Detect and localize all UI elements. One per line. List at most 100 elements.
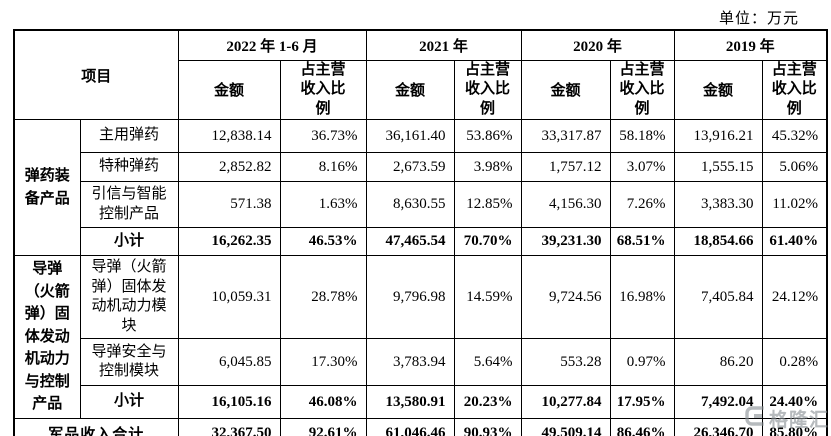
ratio-cell: 17.30% — [279, 338, 367, 386]
amount-cell: 2,852.82 — [177, 152, 281, 182]
amount-cell: 1,555.15 — [673, 152, 763, 182]
amount-cell: 9,724.56 — [520, 255, 611, 339]
amount-cell: 47,465.54 — [365, 227, 455, 256]
amount-cell: 26,346.70 — [673, 418, 763, 436]
amount-cell: 18,854.66 — [673, 227, 763, 256]
ratio-cell: 46.08% — [279, 385, 367, 419]
amount-cell: 6,045.85 — [177, 338, 281, 386]
ratio-cell: 90.93% — [453, 418, 522, 436]
table-row: 导弹安全与控制模块 6,045.85 17.30% 3,783.94 5.64%… — [14, 338, 828, 386]
ratio-cell: 86.46% — [609, 418, 675, 436]
amount-cell: 61,046.46 — [365, 418, 455, 436]
ratio-cell: 68.51% — [609, 227, 675, 256]
ratio-cell: 8.16% — [279, 152, 367, 182]
amount-cell: 3,783.94 — [365, 338, 455, 386]
amount-cell: 1,757.12 — [520, 152, 611, 182]
amount-cell: 13,580.91 — [365, 385, 455, 419]
unit-label: 单位：万元 — [718, 11, 799, 27]
row-label-cell: 引信与智能控制产品 — [79, 181, 179, 228]
ratio-cell: 70.70% — [453, 227, 522, 256]
column-header-ratio: 占主营收入比例 — [609, 59, 675, 120]
military-revenue-table: 项目 2022 年 1-6 月 2021 年 2020 年 2019 年 金额 … — [13, 29, 829, 436]
amount-cell: 36,161.40 — [365, 119, 455, 153]
amount-cell: 13,916.21 — [673, 119, 763, 153]
group-label-missile-engine: 导弹（火箭弹）固体发动机动力与控制产品 — [13, 255, 81, 419]
ratio-cell: 12.85% — [453, 181, 522, 228]
ratio-cell: 45.32% — [761, 119, 828, 153]
amount-cell: 553.28 — [520, 338, 611, 386]
table-row: 引信与智能控制产品 571.38 1.63% 8,630.55 12.85% 4… — [14, 181, 828, 228]
ratio-cell: 1.63% — [279, 181, 367, 228]
ratio-cell: 17.95% — [609, 385, 675, 419]
subtotal-row: 小计 16,262.35 46.53% 47,465.54 70.70% 39,… — [14, 227, 828, 256]
subtotal-row: 小计 16,105.16 46.08% 13,580.91 20.23% 10,… — [14, 385, 828, 419]
ratio-header-text: 占主营收入比例 — [300, 61, 346, 117]
amount-cell: 33,317.87 — [520, 119, 611, 153]
column-header-2020: 2020 年 — [520, 29, 675, 61]
ratio-cell: 11.02% — [761, 181, 828, 228]
ratio-header-text: 占主营收入比例 — [465, 61, 511, 117]
ratio-cell: 24.40% — [761, 385, 828, 419]
amount-cell: 9,796.98 — [365, 255, 455, 339]
ratio-cell: 14.59% — [453, 255, 522, 339]
amount-cell: 7,492.04 — [673, 385, 763, 419]
ratio-cell: 28.78% — [279, 255, 367, 339]
ratio-cell: 3.98% — [453, 152, 522, 182]
table-header-measures: 金额 占主营收入比例 金额 占主营收入比例 金额 占主营收入比例 金额 占主营收… — [14, 59, 828, 120]
ratio-cell: 16.98% — [609, 255, 675, 339]
ratio-cell: 20.23% — [453, 385, 522, 419]
amount-cell: 7,405.84 — [673, 255, 763, 339]
amount-cell: 49,509.14 — [520, 418, 611, 436]
column-header-amount: 金额 — [177, 59, 281, 120]
ratio-cell: 0.28% — [761, 338, 828, 386]
amount-cell: 32,367.50 — [177, 418, 281, 436]
total-row: 军品收入合计 32,367.50 92.61% 61,046.46 90.93%… — [13, 418, 828, 436]
column-header-amount: 金额 — [520, 59, 611, 120]
table-row: 弹药装备产品 主用弹药 12,838.14 36.73% 36,161.40 5… — [13, 119, 828, 256]
row-label-cell: 导弹（火箭弹）固体发动机动力模块 — [79, 255, 179, 339]
ratio-cell: 58.18% — [609, 119, 675, 153]
row-label-cell: 主用弹药 — [79, 119, 179, 153]
ratio-cell: 92.61% — [279, 418, 367, 436]
amount-cell: 8,630.55 — [365, 181, 455, 228]
ratio-cell: 36.73% — [279, 119, 367, 153]
column-header-amount: 金额 — [365, 59, 455, 120]
amount-cell: 39,231.30 — [520, 227, 611, 256]
table-header-years: 项目 2022 年 1-6 月 2021 年 2020 年 2019 年 — [13, 29, 828, 120]
amount-cell: 571.38 — [177, 181, 281, 228]
column-header-2021: 2021 年 — [365, 29, 522, 61]
ratio-header-text: 占主营收入比例 — [771, 61, 817, 117]
table-row: 导弹（火箭弹）固体发动机动力与控制产品 导弹（火箭弹）固体发动机动力模块 10,… — [13, 255, 828, 419]
ratio-header-text: 占主营收入比例 — [619, 61, 665, 117]
amount-cell: 16,105.16 — [177, 385, 281, 419]
amount-cell: 2,673.59 — [365, 152, 455, 182]
subtotal-label-cell: 小计 — [79, 227, 179, 256]
total-label-cell: 军品收入合计 — [13, 418, 179, 436]
amount-cell: 16,262.35 — [177, 227, 281, 256]
column-header-ratio: 占主营收入比例 — [453, 59, 522, 120]
row-label-cell: 特种弹药 — [79, 152, 179, 182]
column-header-item: 项目 — [13, 29, 179, 120]
column-header-ratio: 占主营收入比例 — [279, 59, 367, 120]
subtotal-label-cell: 小计 — [79, 385, 179, 419]
ratio-cell: 0.97% — [609, 338, 675, 386]
amount-cell: 10,277.84 — [520, 385, 611, 419]
ratio-cell: 3.07% — [609, 152, 675, 182]
column-header-2022h1: 2022 年 1-6 月 — [177, 29, 367, 61]
group-label-ammunition: 弹药装备产品 — [13, 119, 81, 256]
amount-cell: 4,156.30 — [520, 181, 611, 228]
ratio-cell: 5.06% — [761, 152, 828, 182]
column-header-2019: 2019 年 — [673, 29, 828, 61]
ratio-cell: 5.64% — [453, 338, 522, 386]
ratio-cell: 46.53% — [279, 227, 367, 256]
table-row: 特种弹药 2,852.82 8.16% 2,673.59 3.98% 1,757… — [14, 152, 828, 182]
ratio-cell: 85.80% — [761, 418, 828, 436]
column-header-amount: 金额 — [673, 59, 763, 120]
column-header-ratio: 占主营收入比例 — [761, 59, 828, 120]
ratio-cell: 24.12% — [761, 255, 828, 339]
row-label-cell: 导弹安全与控制模块 — [79, 338, 179, 386]
amount-cell: 10,059.31 — [177, 255, 281, 339]
ratio-cell: 61.40% — [761, 227, 828, 256]
amount-cell: 12,838.14 — [177, 119, 281, 153]
